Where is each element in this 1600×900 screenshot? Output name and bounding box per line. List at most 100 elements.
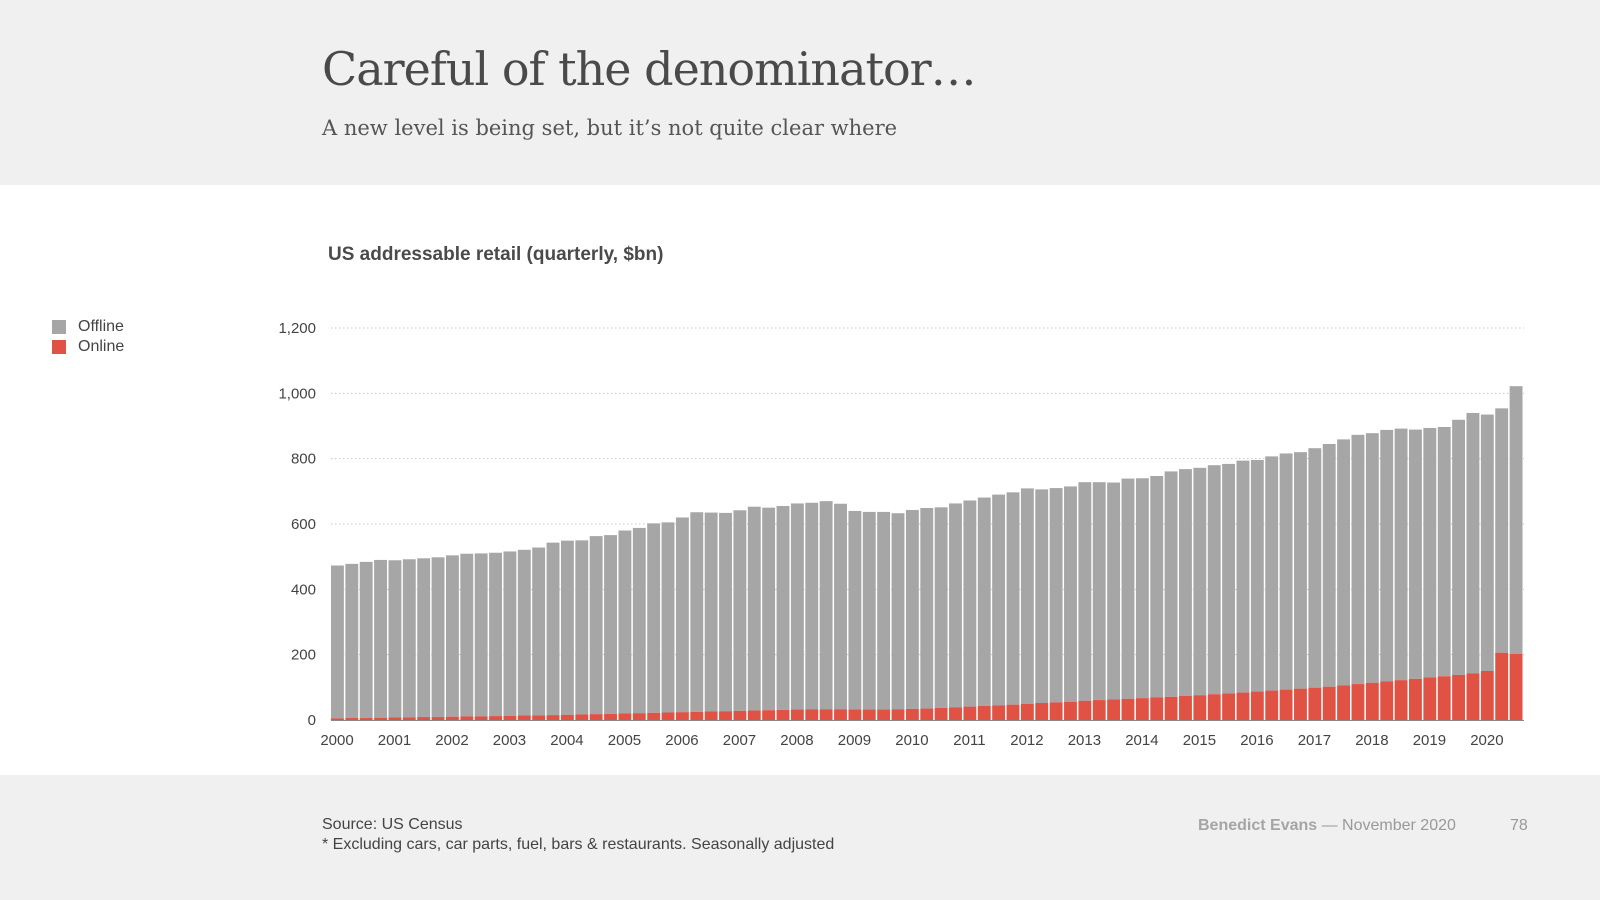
bar-offline: [546, 542, 560, 716]
bar-offline: [575, 540, 589, 715]
bar-online: [891, 709, 905, 720]
bar-offline: [388, 560, 402, 718]
bar-offline: [460, 553, 474, 717]
bar-offline: [862, 511, 876, 710]
bar-offline: [618, 530, 632, 714]
bar-online: [1466, 673, 1480, 720]
bar-offline: [1006, 492, 1020, 705]
bar-offline: [949, 503, 962, 708]
bar-online: [790, 709, 804, 720]
bar-online: [819, 709, 833, 720]
bar-offline: [992, 494, 1006, 706]
y-tick-label: 600: [291, 516, 316, 533]
x-tick-label: 2004: [550, 732, 583, 749]
bar-online: [359, 718, 373, 720]
x-tick-label: 2003: [493, 732, 526, 749]
source-note: Source: US Census * Excluding cars, car …: [322, 815, 834, 855]
bar-online: [503, 715, 517, 720]
bar-offline: [1092, 482, 1106, 701]
bar-offline: [1107, 482, 1121, 700]
bar-online: [618, 713, 632, 720]
bar-online: [862, 709, 876, 720]
bar-offline: [790, 503, 804, 710]
slide-footer: Source: US Census * Excluding cars, car …: [0, 775, 1600, 900]
source-line: Source: US Census: [322, 816, 463, 833]
bar-offline: [1337, 439, 1351, 686]
bar-offline: [1380, 429, 1394, 682]
footnote-line: * Excluding cars, car parts, fuel, bars …: [322, 836, 835, 853]
legend-swatch-online: [52, 340, 66, 354]
x-tick-label: 2012: [1010, 732, 1043, 749]
bar-online: [1480, 671, 1494, 720]
bar-online: [733, 710, 747, 720]
legend-item-online: Online: [52, 337, 124, 357]
bar-offline: [1207, 465, 1221, 695]
bar-online: [747, 710, 761, 720]
bar-online: [977, 705, 991, 720]
bar-offline: [819, 501, 833, 710]
bar-online: [1423, 677, 1437, 720]
bar-online: [1236, 692, 1250, 720]
bar-offline: [1423, 427, 1437, 678]
bar-online: [417, 717, 431, 720]
bar-offline: [474, 553, 488, 717]
bar-online: [877, 709, 891, 720]
bar-offline: [1250, 459, 1264, 692]
bar-online: [1049, 702, 1063, 720]
bar-online: [805, 709, 819, 720]
bar-offline: [1222, 463, 1236, 694]
bar-online: [963, 706, 977, 720]
bar-offline: [934, 507, 948, 708]
bar-offline: [331, 565, 344, 719]
bar-offline: [704, 512, 718, 712]
bar-offline: [1150, 475, 1164, 698]
byline: Benedict Evans — November 2020: [1198, 817, 1456, 835]
x-tick-label: 2017: [1298, 732, 1331, 749]
bar-online: [1351, 684, 1365, 720]
bar-online: [1078, 700, 1092, 720]
y-tick-label: 200: [291, 647, 316, 664]
bar-online: [604, 713, 617, 720]
bar-offline: [733, 510, 747, 711]
bar-online: [575, 714, 589, 720]
bar-offline: [431, 557, 445, 718]
bar-offline: [503, 551, 517, 716]
bar-online: [647, 712, 661, 720]
bar-offline: [1394, 428, 1408, 681]
bar-offline: [1193, 467, 1207, 696]
bar-online: [517, 715, 531, 720]
chart-panel: US addressable retail (quarterly, $bn) O…: [0, 185, 1600, 775]
x-tick-label: 2019: [1413, 732, 1446, 749]
chart-title: US addressable retail (quarterly, $bn): [328, 244, 664, 265]
y-tick-label: 1,200: [278, 320, 316, 337]
y-tick-label: 0: [308, 712, 316, 729]
bar-online: [1265, 690, 1279, 720]
bar-offline: [1466, 412, 1480, 674]
x-tick-label: 2006: [665, 732, 698, 749]
bar-offline: [560, 540, 574, 715]
bar-offline: [374, 559, 387, 718]
x-tick-label: 2009: [838, 732, 871, 749]
bar-online: [1409, 678, 1422, 720]
y-tick-label: 800: [291, 451, 316, 468]
bar-offline: [1064, 486, 1077, 702]
bar-offline: [632, 527, 646, 714]
bar-offline: [1121, 478, 1135, 699]
bar-online: [1279, 689, 1293, 720]
byline-date: — November 2020: [1321, 817, 1456, 834]
bar-online: [1035, 703, 1049, 720]
bar-online: [690, 711, 704, 720]
x-tick-label: 2015: [1183, 732, 1216, 749]
bar-online: [460, 716, 474, 720]
x-tick-label: 2020: [1470, 732, 1503, 749]
bar-offline: [776, 506, 790, 710]
bar-offline: [1294, 452, 1307, 689]
x-tick-label: 2011: [953, 732, 985, 749]
x-tick-label: 2016: [1240, 732, 1273, 749]
y-tick-label: 400: [291, 581, 316, 598]
x-tick-label: 2002: [435, 732, 468, 749]
bar-offline: [1049, 488, 1063, 703]
bar-offline: [1495, 408, 1509, 653]
bar-online: [1207, 694, 1221, 720]
x-tick-label: 2001: [378, 732, 411, 749]
